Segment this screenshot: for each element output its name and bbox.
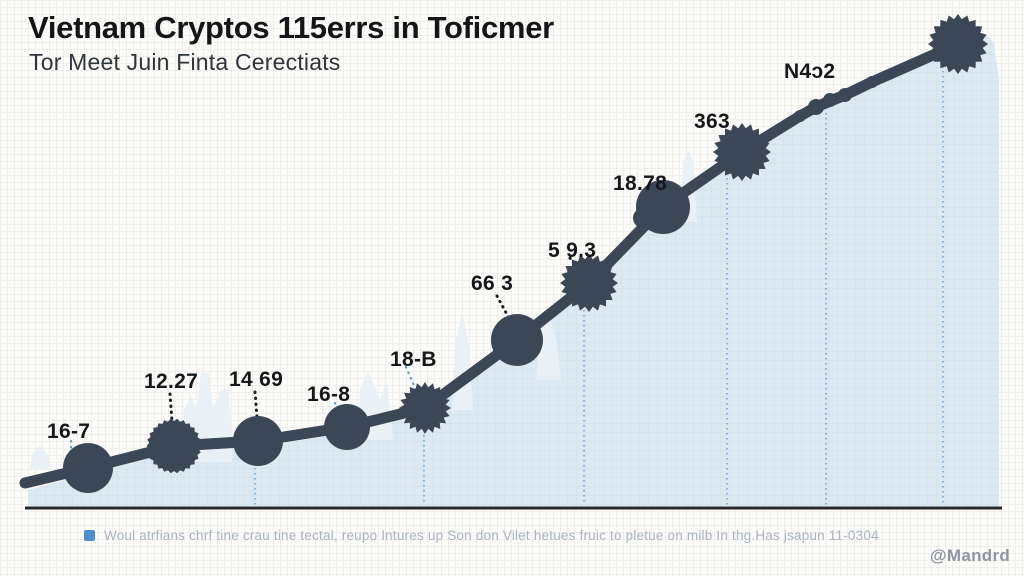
data-point-gear xyxy=(399,382,451,434)
skyline-silhouette xyxy=(30,446,52,470)
line-node xyxy=(794,110,806,122)
data-point-label-1: 12.27 xyxy=(144,370,199,393)
label-leader-line xyxy=(253,390,259,419)
label-leader-line xyxy=(333,401,340,414)
data-point-gear xyxy=(713,123,771,181)
data-point-label-3: 16-8 xyxy=(307,383,351,406)
skyline-silhouette xyxy=(536,318,561,380)
label-leader-line xyxy=(404,365,418,392)
line-node xyxy=(823,93,837,107)
data-point-marker xyxy=(233,416,283,466)
data-point-label-9: N4ɔ2 xyxy=(784,60,836,83)
label-leader-line xyxy=(168,392,174,423)
chart-title: Vietnam Cryptos 115errs in Toficmer xyxy=(28,10,554,45)
data-point-marker xyxy=(324,404,370,450)
data-point-label-6: 5 9.3 xyxy=(548,239,597,262)
legend-text: Woul atrfians chrf tine crau tine tectal… xyxy=(104,528,879,543)
data-point-label-7: 18.78 xyxy=(613,172,668,195)
data-point-marker xyxy=(636,180,690,234)
brand-watermark: @Mandrd xyxy=(930,546,1011,565)
data-point-marker xyxy=(63,443,113,493)
data-point-label-2: 14 69 xyxy=(229,368,284,391)
data-point-marker xyxy=(808,99,824,115)
data-point-label-8: 363 xyxy=(694,110,730,133)
line-node xyxy=(866,76,878,88)
data-point-label-5: 66 3 xyxy=(471,272,514,295)
skyline-silhouette xyxy=(452,312,473,410)
data-point-gear xyxy=(560,254,618,312)
data-point-label-4: 18-B xyxy=(390,348,437,371)
chart-subtitle: Tor Meet Juin Finta Cerectiats xyxy=(29,48,341,75)
data-point-marker xyxy=(491,314,543,366)
chart-header: Vietnam Cryptos 115errs in Toficmer Tor … xyxy=(28,10,554,75)
legend: Woul atrfians chrf tine crau tine tectal… xyxy=(84,528,879,544)
legend-swatch-icon xyxy=(84,530,95,541)
line-node xyxy=(838,88,852,102)
data-point-label-0: 16-7 xyxy=(47,420,91,443)
data-point-gear xyxy=(928,14,988,74)
data-point-rough xyxy=(146,418,202,474)
